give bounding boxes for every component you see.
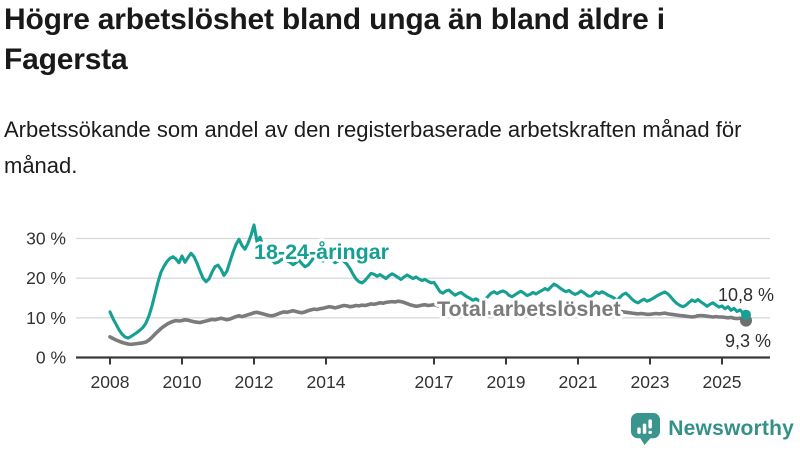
y-tick-label: 0 % — [36, 348, 66, 368]
bar-chart-speech-bubble-icon — [631, 413, 661, 445]
x-tick-label: 2012 — [235, 372, 274, 392]
page-title: Högre arbetslöshet bland unga än bland ä… — [4, 3, 665, 76]
brand-name: Newsworthy — [668, 417, 794, 440]
y-tick-label: 20 % — [26, 268, 66, 288]
x-tick-label: 2019 — [487, 372, 526, 392]
end-dot-youth — [741, 309, 751, 320]
end-value-label-youth: 10,8 % — [718, 285, 774, 305]
series-line-total — [108, 299, 748, 347]
y-tick-label: 10 % — [26, 308, 66, 328]
y-tick-label: 30 % — [26, 229, 66, 249]
x-tick-label: 2023 — [631, 372, 670, 392]
x-tick-label: 2014 — [307, 372, 346, 392]
page-subtitle: Arbetssökande som andel av den registerb… — [4, 117, 742, 178]
newsworthy-logo[interactable]: Newsworthy — [630, 412, 794, 446]
series-label-total: Total arbetslöshet — [437, 297, 621, 321]
x-tick-label: 2008 — [91, 372, 130, 392]
x-tick-label: 2025 — [703, 372, 742, 392]
x-tick-label: 2010 — [163, 372, 202, 392]
end-value-label-total: 9,3 % — [725, 331, 771, 351]
x-tick-label: 2017 — [415, 372, 454, 392]
series-line-youth — [108, 223, 748, 340]
x-tick-label: 2021 — [559, 372, 598, 392]
series-label-youth: 18-24-åringar — [254, 240, 390, 264]
